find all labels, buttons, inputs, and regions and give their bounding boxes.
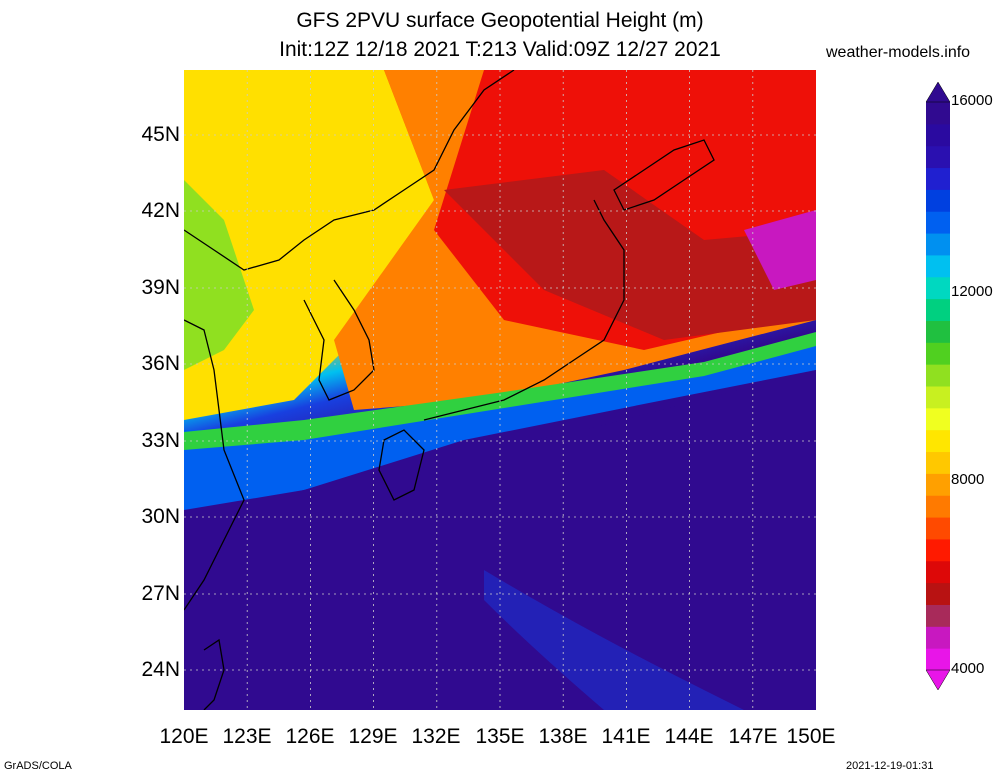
colorbar-blocks <box>926 102 950 671</box>
colorbar-block <box>926 254 950 278</box>
lon-label: 132E <box>411 725 461 748</box>
colorbar-block <box>926 451 950 474</box>
coastline-taiwan <box>203 638 225 710</box>
lon-label: 144E <box>664 725 714 748</box>
colorbar-label: 8000 <box>951 471 985 488</box>
lon-label: 120E <box>159 725 209 748</box>
colorbar-block <box>926 276 950 300</box>
lat-label: 27N <box>141 582 180 605</box>
footer-left: GrADS/COLA <box>4 760 72 772</box>
field-yellow-west <box>184 70 434 420</box>
colorbar-label: 16000 <box>951 92 993 109</box>
lat-label: 33N <box>141 429 180 452</box>
lat-label: 42N <box>141 199 180 222</box>
field-green-west <box>184 180 254 370</box>
coastline-korea <box>303 279 375 401</box>
colorbar-block <box>926 648 950 671</box>
colorbar-block <box>926 386 950 409</box>
colorbar-block <box>926 189 950 212</box>
lon-label: 150E <box>786 725 836 748</box>
lat-label: 45N <box>141 123 180 146</box>
colorbar-block <box>926 517 950 540</box>
lon-label: 135E <box>475 725 525 748</box>
coastline-china-east <box>184 319 245 611</box>
coastline-kyushu <box>378 429 425 501</box>
lon-label: 123E <box>222 725 272 748</box>
lon-label: 147E <box>728 725 778 748</box>
colorbar-block <box>926 582 950 605</box>
colorbar-top-arrow <box>926 82 950 103</box>
map-title-line2: Init:12Z 12/18 2021 T:213 Valid:09Z 12/2… <box>279 38 721 61</box>
footer-right: 2021-12-19-01:31 <box>846 760 934 772</box>
colorbar-block <box>926 364 950 387</box>
coastline-hokkaido <box>613 139 715 211</box>
geopotential-height-map <box>184 70 816 710</box>
colorbar-block <box>926 145 950 169</box>
site-credit: weather-models.info <box>826 44 971 61</box>
colorbar-block <box>926 473 950 496</box>
lat-label: 39N <box>141 276 180 299</box>
colorbar-block <box>926 429 950 453</box>
map-title-line1: GFS 2PVU surface Geopotential Height (m) <box>296 9 704 32</box>
lon-label: 141E <box>601 725 651 748</box>
lat-label: 30N <box>141 505 180 528</box>
lon-label: 126E <box>285 725 335 748</box>
lon-label: 129E <box>348 725 398 748</box>
colorbar-bottom-arrow <box>926 669 950 690</box>
colorbar-block <box>926 342 950 365</box>
colorbar-block <box>926 123 950 147</box>
colorbar-label: 4000 <box>951 660 985 677</box>
gridlines <box>184 70 816 710</box>
colorbar-block <box>926 538 950 562</box>
field-green-band <box>184 332 816 450</box>
lon-label: 138E <box>538 725 588 748</box>
colorbar-block <box>926 102 950 125</box>
colorbar-block <box>926 407 950 431</box>
colorbar-label: 12000 <box>951 283 993 300</box>
colorbar-block <box>926 626 950 649</box>
colorbar-block <box>926 167 950 190</box>
lat-label: 36N <box>141 352 180 375</box>
field-darkred-core <box>444 170 816 340</box>
colorbar-block <box>926 298 950 321</box>
colorbar-block <box>926 495 950 518</box>
coastline-japan-honshu <box>423 199 625 421</box>
colorbar <box>926 82 950 690</box>
lat-label: 24N <box>141 658 180 681</box>
field-blue-streaks <box>484 570 744 710</box>
colorbar-block <box>926 211 950 234</box>
coastline-asia-mainland <box>184 70 515 271</box>
colorbar-block <box>926 233 950 256</box>
colorbar-block <box>926 604 950 627</box>
colorbar-block <box>926 560 950 584</box>
coastlines <box>184 70 715 710</box>
colorbar-block <box>926 320 950 343</box>
field-magenta-patch <box>744 210 816 290</box>
